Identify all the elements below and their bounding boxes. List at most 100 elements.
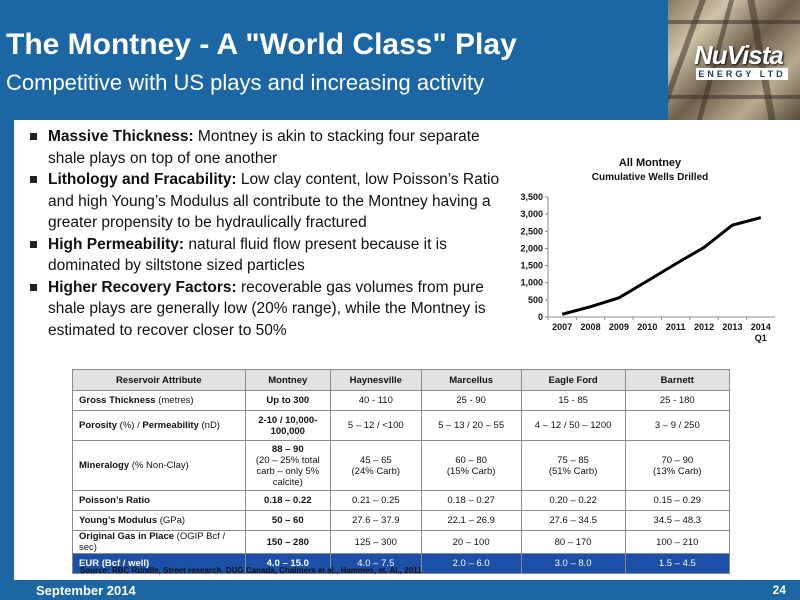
slide-subtitle: Competitive with US plays and increasing… xyxy=(6,70,485,95)
table-cell: 60 – 80 (15% Carb) xyxy=(420,440,522,491)
x-tick-label: 2012 xyxy=(694,322,714,332)
left-accent-strip xyxy=(0,120,14,580)
bullet-square-icon xyxy=(30,240,37,248)
table-row: Poisson’s Ratio 0.18 – 0.22 0.21 – 0.25 … xyxy=(72,490,731,511)
bullet-text: recoverable gas volumes from pure shale … xyxy=(48,278,486,339)
x-tick-label: 2014 xyxy=(751,322,771,332)
table-cell: 34.5 – 48.3 xyxy=(624,510,731,531)
x-tick-label: 2008 xyxy=(581,322,601,332)
table-cell: 3.0 – 8.0 xyxy=(520,553,626,574)
source-note: Source: RBC Rundle, Street research. DUG… xyxy=(80,566,422,575)
x-tick-label: Q1 xyxy=(755,333,767,343)
table-cell: 0.18 – 0.22 xyxy=(244,490,331,511)
bullet-item: Massive Thickness: Montney is akin to st… xyxy=(30,126,500,169)
y-tick-label: 0 xyxy=(538,312,543,322)
x-tick-label: 2007 xyxy=(552,322,572,332)
table-cell: 40 - 110 xyxy=(329,390,422,411)
bullet-square-icon xyxy=(30,176,37,183)
table-cell: 20 – 100 xyxy=(420,530,522,554)
col-header: Reservoir Attribute xyxy=(72,369,246,391)
bullet-heading: Higher Recovery Factors: xyxy=(48,278,237,296)
slide-title: The Montney - A "World Class" Play xyxy=(6,28,517,61)
y-tick-label: 500 xyxy=(528,295,543,305)
table-cell: 2.0 – 6.0 xyxy=(420,553,522,574)
x-tick-label: 2010 xyxy=(637,322,657,332)
y-tick-label: 3,500 xyxy=(520,192,543,202)
logo-tagline: ENERGY LTD xyxy=(696,68,788,80)
bullet-item: Higher Recovery Factors: recoverable gas… xyxy=(30,277,500,342)
row-label: Porosity (%) / Permeability (nD) xyxy=(72,410,246,441)
table-cell: 3 – 9 / 250 xyxy=(624,410,731,441)
table-cell: 5 – 13 / 20 – 55 xyxy=(420,410,522,441)
table-cell: 88 – 90 (20 – 25% total carb – only 5% ca… xyxy=(244,440,331,491)
y-tick-label: 2,500 xyxy=(520,226,543,236)
bullet-square-icon xyxy=(30,283,37,291)
series-line xyxy=(561,216,762,316)
table-cell: 80 – 170 xyxy=(520,530,626,554)
bullet-square-icon xyxy=(30,133,37,140)
table-cell: 25 - 90 xyxy=(420,390,522,411)
col-header: Montney xyxy=(244,369,331,391)
col-header: Marcellus xyxy=(420,369,522,391)
table-cell: 5 – 12 / <100 xyxy=(329,410,422,441)
table-cell: 2-10 / 10,000-100,000 xyxy=(244,410,331,441)
table-cell: 22.1 – 26.9 xyxy=(420,510,522,531)
bullet-list: Massive Thickness: Montney is akin to st… xyxy=(30,126,500,341)
col-header: Haynesville xyxy=(329,369,422,391)
y-tick-label: 1,000 xyxy=(520,278,543,288)
x-tick-label: 2011 xyxy=(666,322,686,332)
bullet-text: Low clay content, low Poisson’s Ratio an… xyxy=(48,171,500,231)
table-cell: 100 – 210 xyxy=(624,530,731,554)
y-tick-label: 3,000 xyxy=(520,209,543,219)
table-cell: 25 - 180 xyxy=(624,390,731,411)
table-row: Original Gas in Place (OGIP Bcf / sec) 1… xyxy=(72,530,731,554)
table-cell: 1.5 – 4.5 xyxy=(624,553,731,574)
footer-date: September 2014 xyxy=(36,583,136,598)
table-row-eur: EUR (Bcf / well) 4.0 – 15.0 4.0 – 7.5 2.… xyxy=(72,553,731,574)
chart-title: All Montney xyxy=(619,157,682,169)
bullet-text: Montney is akin to stacking four separat… xyxy=(48,128,480,167)
bullet-heading: Lithology and Fracability: xyxy=(48,171,237,188)
chart-subtitle: Cumulative Wells Drilled xyxy=(592,172,709,183)
col-header: Barnett xyxy=(624,369,731,391)
bullet-item: High Permeability: natural fluid flow pr… xyxy=(30,234,500,277)
logo-wordmark: NuVista xyxy=(694,40,784,70)
row-label: EUR (Bcf / well) xyxy=(72,553,246,574)
slide-footer: September 2014 24 xyxy=(0,580,800,600)
table-row: Gross Thickness (metres) Up to 300 40 - … xyxy=(72,390,731,411)
table-cell: 4.0 – 15.0 xyxy=(244,553,331,574)
table-row: Porosity (%) / Permeability (nD) 2-10 / … xyxy=(72,410,731,441)
table-cell: 15 - 85 xyxy=(520,390,626,411)
wells-drilled-chart: All Montney Cumulative Wells Drilled 0 50… xyxy=(520,157,775,343)
table-cell: 0.18 – 0.27 xyxy=(420,490,522,511)
table-cell: 75 – 85 (51% Carb) xyxy=(520,440,626,491)
table-row: Mineralogy (% Non-Clay) 88 – 90 (20 – 25%… xyxy=(72,440,731,491)
table-cell: 0.20 – 0.22 xyxy=(520,490,626,511)
table-cell: 0.15 – 0.29 xyxy=(624,490,731,511)
table-cell: 27.6 – 34.5 xyxy=(520,510,626,531)
slide-header: The Montney - A "World Class" Play Compe… xyxy=(0,0,800,120)
col-header: Eagle Ford xyxy=(520,369,626,391)
table-cell: 150 – 280 xyxy=(244,530,331,554)
table-cell: Up to 300 xyxy=(244,390,331,411)
bullet-heading: Massive Thickness: xyxy=(48,128,194,145)
bullet-item: Lithology and Fracability: Low clay cont… xyxy=(30,169,500,234)
company-logo: NuVista ENERGY LTD xyxy=(692,40,792,80)
row-label: Original Gas in Place (OGIP Bcf / sec) xyxy=(72,530,246,554)
table-cell: 27.6 – 37.9 xyxy=(329,510,422,531)
page-number: 24 xyxy=(772,583,786,597)
y-tick-label: 1,500 xyxy=(520,261,543,271)
bullet-heading: High Permeability: xyxy=(48,235,185,253)
table-cell: 4.0 – 7.5 xyxy=(329,553,422,574)
x-tick-label: 2009 xyxy=(609,322,629,332)
reservoir-comparison-table: Reservoir Attribute Montney Haynesville … xyxy=(72,369,731,574)
y-tick-label: 2,000 xyxy=(520,243,543,253)
table-header-row: Reservoir Attribute Montney Haynesville … xyxy=(72,369,731,391)
table-cell: 45 – 65 (24% Carb) xyxy=(329,440,422,491)
row-label: Poisson’s Ratio xyxy=(72,490,246,511)
header-photo xyxy=(668,0,800,120)
row-label: Young’s Modulus (GPa) xyxy=(72,510,246,531)
table-cell: 70 – 90 (13% Carb) xyxy=(624,440,731,491)
row-label: Mineralogy (% Non-Clay) xyxy=(72,440,246,491)
bullet-text: natural fluid flow present because it is… xyxy=(48,235,447,275)
